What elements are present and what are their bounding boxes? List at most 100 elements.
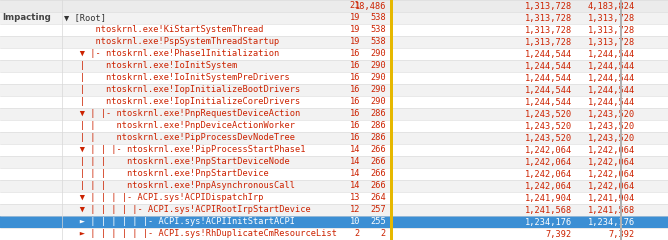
Text: 1,244,544: 1,244,544 [525, 49, 572, 59]
Text: 1,243,520: 1,243,520 [525, 133, 572, 143]
Bar [0, 204, 668, 216]
Bar [0, 192, 668, 204]
Text: 19: 19 [349, 25, 360, 35]
Text: ▼ | | |- ntoskrnl.exe!PipProcessStartPhase1: ▼ | | |- ntoskrnl.exe!PipProcessStartPha… [64, 145, 305, 155]
Text: 1,244,544: 1,244,544 [588, 61, 635, 71]
Bar [0, 228, 668, 240]
Text: | |    ntoskrnl.exe!PipProcessDevNodeTree: | | ntoskrnl.exe!PipProcessDevNodeTree [64, 133, 295, 143]
Text: 1,242,064: 1,242,064 [588, 169, 635, 179]
Text: |    ntoskrnl.exe!IopInitializeCoreDrivers: | ntoskrnl.exe!IopInitializeCoreDrivers [64, 97, 300, 107]
Bar [0, 48, 668, 60]
Bar [0, 0, 668, 12]
Text: 290: 290 [370, 85, 386, 95]
Bar [0, 72, 668, 84]
Text: ▼ | |- ntoskrnl.exe!PnpRequestDeviceAction: ▼ | |- ntoskrnl.exe!PnpRequestDeviceActi… [64, 109, 300, 119]
Text: 257: 257 [370, 205, 386, 215]
Text: 1,313,728: 1,313,728 [525, 1, 572, 11]
Text: 266: 266 [370, 145, 386, 155]
Text: 1,242,064: 1,242,064 [525, 169, 572, 179]
Bar [0, 96, 668, 108]
Text: 290: 290 [370, 97, 386, 107]
Text: 1,242,064: 1,242,064 [588, 145, 635, 155]
Text: 1,313,728: 1,313,728 [588, 37, 635, 47]
Bar [0, 12, 668, 24]
Text: 1,244,544: 1,244,544 [525, 97, 572, 107]
Bar [390, 0, 393, 240]
Text: |    ntoskrnl.exe!IoInitSystemPreDrivers: | ntoskrnl.exe!IoInitSystemPreDrivers [64, 73, 290, 83]
Text: 2: 2 [355, 229, 360, 239]
Text: 538: 538 [370, 37, 386, 47]
Text: 1,313,728: 1,313,728 [525, 37, 572, 47]
Text: 14: 14 [349, 181, 360, 191]
Text: 16: 16 [349, 61, 360, 71]
Bar [0, 180, 668, 192]
Text: 1,243,520: 1,243,520 [525, 121, 572, 131]
Text: 16: 16 [349, 97, 360, 107]
Text: 16: 16 [349, 133, 360, 143]
Bar [620, 0, 621, 240]
Text: 1,241,904: 1,241,904 [525, 193, 572, 203]
Text: 1,242,064: 1,242,064 [588, 157, 635, 167]
Text: | | |    ntoskrnl.exe!PnpAsynchronousCall: | | | ntoskrnl.exe!PnpAsynchronousCall [64, 181, 295, 191]
Text: 14: 14 [349, 169, 360, 179]
Text: 13: 13 [349, 193, 360, 203]
Text: 1,243,520: 1,243,520 [588, 109, 635, 119]
Bar [0, 216, 668, 228]
Text: Impacting: Impacting [2, 13, 51, 23]
Text: 1,244,544: 1,244,544 [588, 85, 635, 95]
Text: 1,241,568: 1,241,568 [588, 205, 635, 215]
Text: 18,486: 18,486 [355, 1, 386, 11]
Text: 286: 286 [370, 133, 386, 143]
Text: 1,242,064: 1,242,064 [525, 181, 572, 191]
Text: 16: 16 [349, 49, 360, 59]
Text: 1,244,544: 1,244,544 [588, 97, 635, 107]
Text: 16: 16 [349, 121, 360, 131]
Bar [0, 24, 668, 36]
Text: |    ntoskrnl.exe!IopInitializeBootDrivers: | ntoskrnl.exe!IopInitializeBootDrivers [64, 85, 300, 95]
Bar [0, 36, 668, 48]
Text: | |    ntoskrnl.exe!PnpDeviceActionWorker: | | ntoskrnl.exe!PnpDeviceActionWorker [64, 121, 295, 131]
Text: 1,243,520: 1,243,520 [525, 109, 572, 119]
Text: 1,313,728: 1,313,728 [525, 25, 572, 35]
Text: 266: 266 [370, 157, 386, 167]
Text: |    ntoskrnl.exe!IoInitSystem: | ntoskrnl.exe!IoInitSystem [64, 61, 237, 71]
Text: 255: 255 [370, 217, 386, 227]
Text: 16: 16 [349, 85, 360, 95]
Bar [0, 168, 668, 180]
Text: 286: 286 [370, 109, 386, 119]
Text: 1,313,728: 1,313,728 [588, 13, 635, 23]
Text: 1,244,544: 1,244,544 [588, 73, 635, 83]
Text: 1,244,544: 1,244,544 [525, 61, 572, 71]
Text: 1,241,568: 1,241,568 [525, 205, 572, 215]
Text: 7,392: 7,392 [609, 229, 635, 239]
Text: 1,242,064: 1,242,064 [525, 145, 572, 155]
Text: 4,183,824: 4,183,824 [588, 1, 635, 11]
Text: 1,313,728: 1,313,728 [588, 25, 635, 35]
Text: 16: 16 [349, 73, 360, 83]
Text: 290: 290 [370, 49, 386, 59]
Text: 1,242,064: 1,242,064 [588, 181, 635, 191]
Bar [360, 0, 390, 240]
Text: 10: 10 [349, 217, 360, 227]
Text: 19: 19 [349, 13, 360, 23]
Text: 266: 266 [370, 181, 386, 191]
Text: 1,243,520: 1,243,520 [588, 133, 635, 143]
Text: 290: 290 [370, 73, 386, 83]
Text: 2: 2 [381, 229, 386, 239]
Text: 538: 538 [370, 13, 386, 23]
Text: ▼ |- ntoskrnl.exe!Phase1Initialization: ▼ |- ntoskrnl.exe!Phase1Initialization [64, 49, 279, 59]
Text: ► | | | | | |- ACPI.sys!ACPIInitStartACPI: ► | | | | | |- ACPI.sys!ACPIInitStartACP… [64, 217, 295, 227]
Text: 1,234,176: 1,234,176 [588, 217, 635, 227]
Text: 1,244,544: 1,244,544 [588, 49, 635, 59]
Text: 14: 14 [349, 157, 360, 167]
Text: 1,243,520: 1,243,520 [588, 121, 635, 131]
Bar [0, 60, 668, 72]
Text: 1,244,544: 1,244,544 [525, 85, 572, 95]
Text: 19: 19 [349, 37, 360, 47]
Text: 1,234,176: 1,234,176 [525, 217, 572, 227]
Text: 266: 266 [370, 169, 386, 179]
Text: 264: 264 [370, 193, 386, 203]
Text: ntoskrnl.exe!PspSystemThreadStartup: ntoskrnl.exe!PspSystemThreadStartup [64, 37, 279, 47]
Text: 14: 14 [349, 145, 360, 155]
Text: ▼ [Root]: ▼ [Root] [64, 13, 106, 23]
